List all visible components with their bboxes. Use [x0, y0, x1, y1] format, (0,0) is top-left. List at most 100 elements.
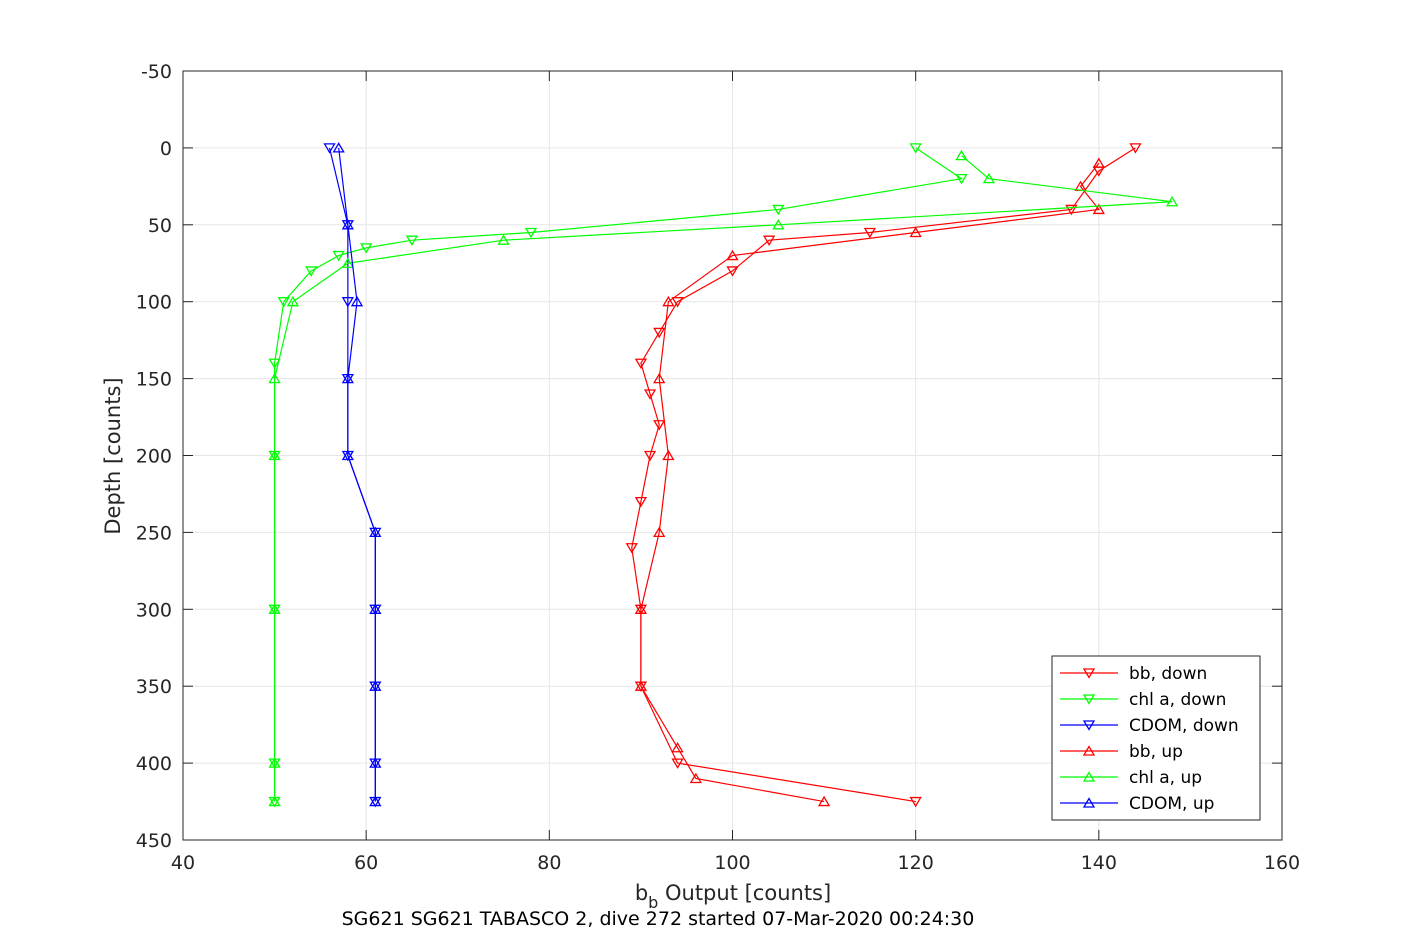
data-point — [341, 297, 354, 308]
data-point — [643, 389, 657, 400]
legend-box — [1051, 655, 1261, 821]
y-tick-label: 100 — [136, 292, 172, 314]
data-point — [909, 143, 922, 154]
data-point — [341, 219, 354, 230]
y-tick-label: 250 — [136, 522, 172, 544]
data-point — [497, 234, 510, 245]
data-point — [634, 358, 648, 370]
legend-label: bb, up — [1129, 742, 1183, 762]
data-point — [634, 496, 648, 508]
series-cdom-up — [332, 142, 382, 807]
series-line-chl-a-up — [273, 155, 1173, 802]
data-point — [1092, 157, 1105, 168]
x-axis-label-subscript: b — [648, 893, 658, 912]
y-tick-label: 50 — [148, 215, 172, 237]
data-point — [671, 758, 684, 769]
data-point — [350, 295, 364, 307]
data-point — [653, 372, 666, 384]
data-point — [268, 358, 281, 370]
series-line-bb-up — [640, 162, 1100, 803]
data-point — [762, 235, 776, 246]
data-point — [643, 450, 657, 462]
y-tick-label: 300 — [136, 599, 172, 621]
data-point — [268, 372, 281, 384]
data-point — [369, 757, 382, 768]
x-axis-label-rest: Output [counts] — [658, 881, 831, 905]
data-point — [268, 795, 281, 807]
data-point — [286, 295, 300, 307]
data-point — [277, 297, 290, 308]
data-point — [955, 149, 968, 161]
y-axis-label: Depth [counts] — [101, 377, 125, 534]
data-point — [341, 372, 354, 384]
data-point — [268, 757, 281, 768]
data-point — [909, 226, 922, 238]
y-tick-label: 350 — [136, 676, 172, 698]
data-point — [653, 526, 666, 538]
legend-label: CDOM, up — [1129, 794, 1214, 814]
data-point — [1165, 195, 1179, 207]
legend-marker — [1082, 771, 1096, 782]
data-point — [1092, 203, 1105, 215]
x-tick-label: 160 — [1264, 852, 1300, 874]
data-point — [369, 680, 382, 691]
chart-caption: SG621 SG621 TABASCO 2, dive 272 started … — [342, 908, 975, 930]
x-tick-label: 60 — [354, 852, 378, 874]
data-point — [332, 250, 345, 262]
y-tick-label: 200 — [136, 446, 172, 468]
data-point — [671, 297, 684, 308]
x-tick-label: 80 — [537, 852, 561, 874]
data-point — [323, 143, 336, 154]
data-point — [369, 526, 382, 538]
data-point — [863, 227, 877, 239]
y-tick-label: 0 — [160, 138, 172, 160]
data-point — [524, 227, 538, 239]
data-point — [772, 204, 785, 216]
legend-marker — [1082, 797, 1096, 808]
data-point — [726, 249, 739, 261]
legend-item-chl-a-up: chl a, up — [1060, 768, 1202, 788]
legend-marker — [1082, 694, 1096, 705]
data-point — [955, 174, 968, 185]
legend-item-cdom-up: CDOM, up — [1060, 794, 1214, 814]
legend-label: bb, down — [1129, 664, 1207, 684]
data-point — [653, 327, 666, 339]
x-axis-label: bb Output [counts] — [635, 881, 831, 912]
data-point — [817, 795, 831, 807]
data-point — [982, 172, 996, 184]
data-point — [268, 449, 281, 461]
legend-label: CDOM, down — [1129, 716, 1239, 736]
legend-item-cdom-down: CDOM, down — [1060, 716, 1239, 736]
series-line-cdom-up — [338, 147, 376, 802]
legend-items: bb, down chl a, down CDOM, down bb, up chl a… — [1060, 664, 1239, 814]
data-point — [625, 543, 638, 554]
data-point — [726, 266, 739, 277]
x-tick-label: 120 — [898, 852, 934, 874]
data-point — [369, 603, 382, 614]
axis-ticks: 40 60 80 100 120 140 160 -50 0 50 100 150 200 250 300 3… — [136, 61, 1300, 874]
legend-item-chl-a-down: chl a, down — [1060, 690, 1226, 710]
data-point — [332, 142, 345, 153]
data-point — [634, 603, 648, 614]
data-point — [1129, 143, 1142, 154]
data-point — [1065, 204, 1078, 216]
data-point — [909, 796, 922, 808]
data-layer — [268, 142, 1179, 808]
y-tick-label: -50 — [141, 61, 172, 83]
x-axis-label-main: b — [635, 881, 648, 905]
x-tick-label: 40 — [171, 852, 195, 874]
data-point — [360, 243, 373, 254]
data-point — [772, 219, 785, 230]
data-point — [689, 772, 703, 784]
data-point — [662, 295, 675, 307]
legend-item-bb-up: bb, up — [1060, 742, 1183, 762]
legend-marker — [1082, 745, 1096, 756]
y-tick-label: 450 — [136, 830, 172, 852]
data-point — [369, 795, 382, 807]
y-tick-label: 400 — [136, 753, 172, 775]
data-point — [305, 266, 318, 277]
legend-item-bb-down: bb, down — [1060, 664, 1207, 684]
data-point — [634, 680, 648, 691]
data-point — [341, 257, 354, 268]
data-point — [653, 420, 666, 431]
